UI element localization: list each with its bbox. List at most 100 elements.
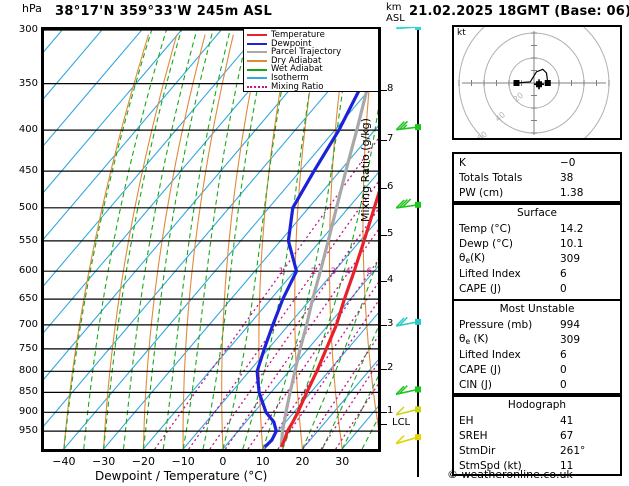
wind-barb-flag: [398, 198, 408, 209]
wet-adiabat-line: [182, 30, 250, 449]
dry-adiabat-line: [362, 34, 378, 429]
mixing-ratio-label: 1: [278, 267, 284, 277]
hodograph-unit-label: kt: [457, 28, 466, 38]
pressure-tick-label: 750: [18, 342, 38, 354]
table-row-value: 0: [560, 378, 567, 391]
wind-barb: [396, 120, 421, 131]
wet-adiabat-line: [142, 30, 214, 449]
wet-adiabat-line: [83, 30, 167, 449]
table-row-label: θe (K): [459, 333, 489, 346]
isotherm-line: [103, 125, 378, 449]
temperature-curve: [279, 190, 378, 448]
isotherm-line: [302, 359, 378, 449]
mixing-ratio-label: 4: [345, 267, 351, 277]
pressure-tick-label: 700: [18, 318, 38, 330]
legend-item-label: Dewpoint: [271, 38, 312, 49]
indices-table: K −0 Totals Totals 38 PW (cm) 1.38: [452, 152, 622, 203]
table-row: StmSpd (kt) 11: [454, 458, 620, 473]
hodograph-ring-label: 40: [494, 110, 508, 123]
legend-swatch-icon: [247, 51, 267, 54]
isotherm-line: [262, 312, 378, 449]
table-row-label: CAPE (J): [459, 282, 502, 295]
table-row-value: 38: [560, 171, 574, 184]
legend-item-label: Isotherm: [271, 72, 309, 83]
hodograph-stats-table: Hodograph EH 41 SREH 67 StmDir 261° StmSpd (kt)…: [452, 395, 622, 476]
isotherm-line: [44, 30, 302, 333]
pressure-tick-label: 850: [18, 386, 38, 398]
table-row-label: StmSpd (kt): [459, 459, 522, 472]
table-row-label: Totals Totals: [459, 171, 523, 184]
wind-barb-shaft: [396, 436, 419, 445]
pressure-tick-label: 450: [18, 165, 38, 177]
legend-item: Dewpoint: [247, 38, 375, 49]
wind-barb-half-flag: [402, 124, 408, 130]
hodograph-svg: 20 40 60: [458, 27, 610, 138]
pressure-tick-label: 900: [18, 406, 38, 418]
wind-barb-dot: [415, 201, 421, 208]
table-row-value: 994: [560, 318, 581, 331]
table-row-value: 0: [560, 363, 567, 376]
wind-barb-dot: [415, 318, 421, 325]
table-row-label: EH: [459, 414, 474, 427]
table-row: CAPE (J) 0: [454, 362, 620, 377]
height-tick-label: 3: [387, 318, 394, 330]
surface-table: Surface Temp (°C) 14.2 Dewp (°C) 10.1 θe(K) 30…: [452, 203, 622, 314]
table-row: θe (K) 309: [454, 332, 620, 347]
table-row-label: Dewp (°C): [459, 237, 513, 250]
hodograph-endpoint-marker: [544, 80, 551, 86]
wind-barb-flag: [396, 406, 405, 416]
legend-item-label: Mixing Ratio: [271, 81, 324, 92]
skewt-plot: 12346810152025: [41, 27, 381, 452]
legend-item-label: Dry Adiabat: [271, 55, 322, 66]
legend-item: Wet Adiabat: [247, 65, 375, 74]
isotherm-line: [44, 30, 63, 53]
wind-barb-dot: [415, 27, 421, 30]
dewpoint-line: [255, 52, 378, 449]
wet-adiabat-line: [103, 30, 182, 449]
table-row: Dewp (°C) 10.1: [454, 236, 620, 251]
height-tick-label: 7: [387, 132, 394, 144]
wind-barb: [396, 406, 421, 416]
wind-barb-flag: [396, 435, 405, 445]
table-row-value: 67: [560, 429, 574, 442]
wind-barb-flag: [398, 385, 408, 395]
pressure-tick-label: 500: [18, 201, 38, 213]
hodograph-ring-label: 20: [512, 91, 526, 104]
table-row: θe(K) 309: [454, 251, 620, 266]
legend-swatch-icon: [247, 77, 267, 80]
mixing-ratio-label: 6: [367, 267, 373, 277]
wind-barb: [396, 385, 421, 396]
wind-barb-flag: [396, 385, 405, 395]
table-row-label: CAPE (J): [459, 363, 502, 376]
most-unstable-table: Most Unstable Pressure (mb) 994 θe (K) 309 Li…: [452, 299, 622, 395]
isotherm-line: [63, 78, 378, 449]
pressure-tick-label: 650: [18, 293, 38, 305]
temperature-tick-label: 20: [295, 455, 310, 468]
hodograph-trace: [516, 68, 549, 84]
height-tick-mark: [381, 235, 387, 237]
wind-barb-column: [396, 27, 421, 477]
height-tick-mark: [381, 89, 387, 91]
legend-item-label: Temperature: [271, 30, 325, 40]
table-row: PW (cm) 1.38: [454, 185, 620, 200]
legend-item-label: Wet Adiabat: [271, 64, 323, 75]
table-row-label: StmDir: [459, 444, 496, 457]
mixing-ratio-value-labels: 12346810152025: [278, 267, 373, 277]
dewpoint-curve: [255, 52, 378, 449]
height-tick-mark: [381, 187, 387, 189]
wind-barb-flag: [396, 27, 399, 29]
table-row-label: Temp (°C): [459, 222, 512, 235]
dry-adiabat-line: [63, 34, 150, 449]
wind-barb: [396, 434, 421, 445]
chart-legend: Temperature Dewpoint Parcel Trajectory Dry …: [243, 28, 379, 92]
height-tick-label: 2: [387, 362, 394, 374]
wind-barb-shaft: [396, 408, 419, 416]
table-row-value: 10.1: [560, 237, 584, 250]
legend-swatch-icon: [247, 60, 267, 63]
table-row: Pressure (mb) 994: [454, 317, 620, 332]
table-row-label: PW (cm): [459, 186, 504, 199]
height-tick-mark: [381, 369, 387, 371]
isotherm-line: [44, 30, 262, 287]
mixing-ratio-label: 2: [311, 267, 317, 277]
